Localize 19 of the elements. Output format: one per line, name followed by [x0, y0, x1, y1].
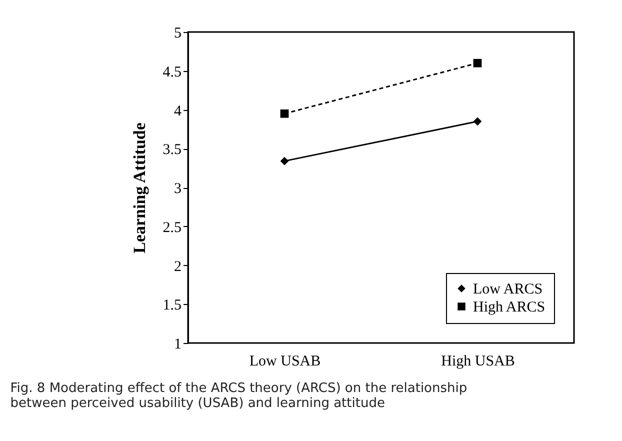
y-tick-label: 1.5 — [162, 298, 182, 314]
y-tick-label: 3.5 — [162, 142, 182, 158]
caption: Fig. 8 Moderating effect of the ARCS theory (ARCS) on the relationship between perceived usability (USAB) and learning attitude — [10, 381, 468, 411]
y-tick-label: 1 — [174, 336, 182, 352]
legend-label: High ARCS — [473, 300, 546, 316]
y-tick-label: 4.5 — [162, 64, 182, 80]
point — [280, 109, 289, 118]
y-tick-label: 2.5 — [162, 220, 182, 236]
legend-label: Low ARCS — [473, 282, 543, 298]
y-tick-label: 2 — [174, 258, 182, 275]
y-tick-label: 4 — [174, 103, 182, 120]
point — [280, 156, 289, 166]
point — [473, 117, 482, 126]
x-tick-label: Low USAB — [249, 354, 321, 370]
y-tick-label: 3 — [174, 181, 182, 197]
y-tick-label: 5 — [174, 26, 182, 42]
y-axis-title: Learning Attitude — [130, 122, 149, 254]
point — [473, 58, 482, 68]
x-tick-label: High USAB — [441, 354, 515, 370]
